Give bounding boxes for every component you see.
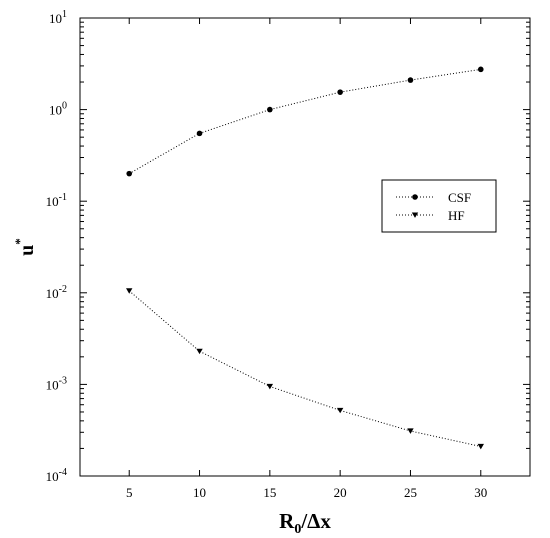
data-point-hf (477, 443, 484, 450)
data-point-hf (407, 428, 414, 434)
legend-box (381, 179, 497, 233)
y-tick-label-base: 10 (46, 194, 59, 209)
y-axis-title-main: u (16, 245, 38, 256)
y-tick-label: 10-3 (46, 375, 67, 392)
y-tick-label: 10-2 (46, 284, 67, 301)
legend-marker-hf (411, 212, 419, 218)
legend: CSF HF (381, 179, 497, 233)
y-tick-label-exponent: -2 (59, 284, 67, 295)
y-tick-label-exponent: -3 (59, 375, 67, 386)
y-tick-label-base: 10 (49, 103, 62, 118)
y-tick-label-exponent: 1 (62, 9, 67, 20)
data-point-hf (126, 288, 133, 294)
y-tick-label-base: 10 (49, 11, 62, 26)
plot-frame (79, 17, 531, 477)
y-axis-title-superscript: * (12, 238, 27, 245)
data-point-csf (407, 77, 414, 83)
x-tick-label: 15 (263, 485, 276, 500)
x-axis-title: R0/Δx (279, 509, 331, 537)
x-tick-label: 20 (334, 485, 347, 500)
y-tick-label-exponent: -4 (59, 467, 67, 478)
data-point-csf (267, 106, 273, 113)
x-axis-title-subscript: 0 (294, 522, 301, 537)
y-tick-label-base: 10 (46, 286, 59, 301)
y-tick-label-base: 10 (46, 377, 59, 392)
x-axis-title-rest: /Δx (300, 509, 331, 533)
y-tick-label: 10-1 (46, 192, 67, 209)
y-tick-label: 101 (49, 9, 67, 26)
legend-label-hf: HF (448, 208, 465, 223)
x-axis: 5 10 15 20 25 30 (126, 18, 487, 500)
legend-marker-csf (412, 194, 418, 200)
x-tick-label: 30 (474, 485, 487, 500)
x-axis-title-main: R (279, 509, 295, 533)
y-tick-label-exponent: -1 (59, 192, 67, 203)
series-line-csf (128, 68, 481, 175)
y-axis-title: u* (12, 238, 38, 256)
data-point-hf (336, 407, 344, 414)
series-layer (126, 66, 484, 450)
series-line-hf (128, 290, 481, 447)
data-point-csf (477, 66, 484, 73)
x-tick-label: 10 (193, 485, 206, 500)
y-tick-label: 100 (49, 101, 67, 118)
y-tick-label: 10-4 (46, 467, 67, 484)
data-point-hf (196, 348, 203, 355)
x-tick-label: 5 (126, 485, 133, 500)
legend-label-csf: CSF (448, 190, 471, 205)
data-point-csf (196, 130, 203, 137)
data-point-csf (337, 89, 343, 95)
x-tick-label: 25 (404, 485, 417, 500)
data-point-hf (266, 383, 274, 390)
y-tick-label-base: 10 (46, 469, 59, 484)
data-point-csf (126, 170, 133, 177)
y-tick-label-exponent: 0 (62, 101, 67, 112)
